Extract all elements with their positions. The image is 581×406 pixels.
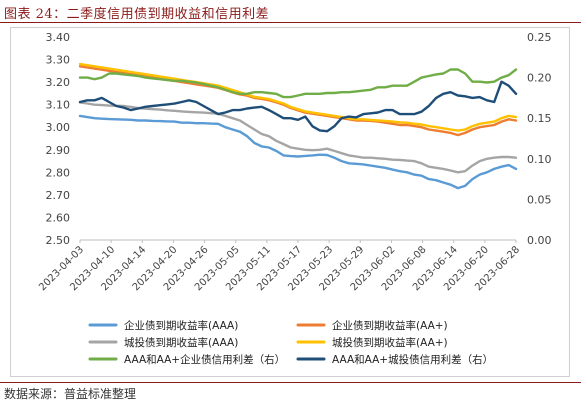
series-line-3	[78, 101, 518, 174]
y-left-tick-label: 2.60	[46, 211, 71, 224]
series-line-6	[78, 80, 518, 133]
y-left-tick-label: 2.70	[46, 189, 71, 202]
series-line-4	[78, 62, 518, 132]
y-left-tick-label: 3.40	[46, 31, 71, 44]
y-right-tick-label: 0.10	[527, 153, 552, 166]
legend-label-1: 企业债到期收益率(AAA)	[124, 319, 238, 332]
y-right-tick-label: 0.25	[527, 31, 552, 44]
legend-label-2: 企业债到期收益率(AA+)	[332, 319, 448, 332]
y-right-tick-label: 0.20	[527, 72, 552, 85]
chart-frame	[10, 27, 570, 377]
footer-divider	[0, 382, 581, 383]
y-left-tick-label: 3.30	[46, 54, 71, 67]
legend-label-6: AAA和AA+城投债信用利差（右）	[332, 353, 493, 366]
y-right-tick-label: 0.00	[527, 234, 552, 247]
source-note: 数据来源：普益标准整理	[4, 387, 137, 401]
chart-title: 图表 24：二季度信用债到期收益和信用利差	[4, 7, 270, 22]
y-left-tick-label: 3.20	[46, 76, 71, 89]
y-left-tick-label: 3.00	[46, 121, 71, 134]
y-right-tick-label: 0.15	[527, 112, 552, 125]
legend-label-3: 城投债到期收益率(AAA)	[124, 336, 238, 349]
y-left-tick-label: 2.80	[46, 166, 71, 179]
y-left-tick-label: 3.10	[46, 99, 71, 112]
y-left-tick-label: 2.50	[46, 234, 71, 247]
title-divider	[0, 22, 581, 23]
legend-label-4: 城投债到期收益率(AA+)	[332, 336, 448, 349]
legend-label-5: AAA和AA+企业债信用利差（右）	[124, 353, 285, 366]
series-line-1	[78, 114, 518, 190]
y-left-tick-label: 2.90	[46, 144, 71, 157]
series-line-5	[78, 68, 518, 99]
y-right-tick-label: 0.05	[527, 193, 552, 206]
